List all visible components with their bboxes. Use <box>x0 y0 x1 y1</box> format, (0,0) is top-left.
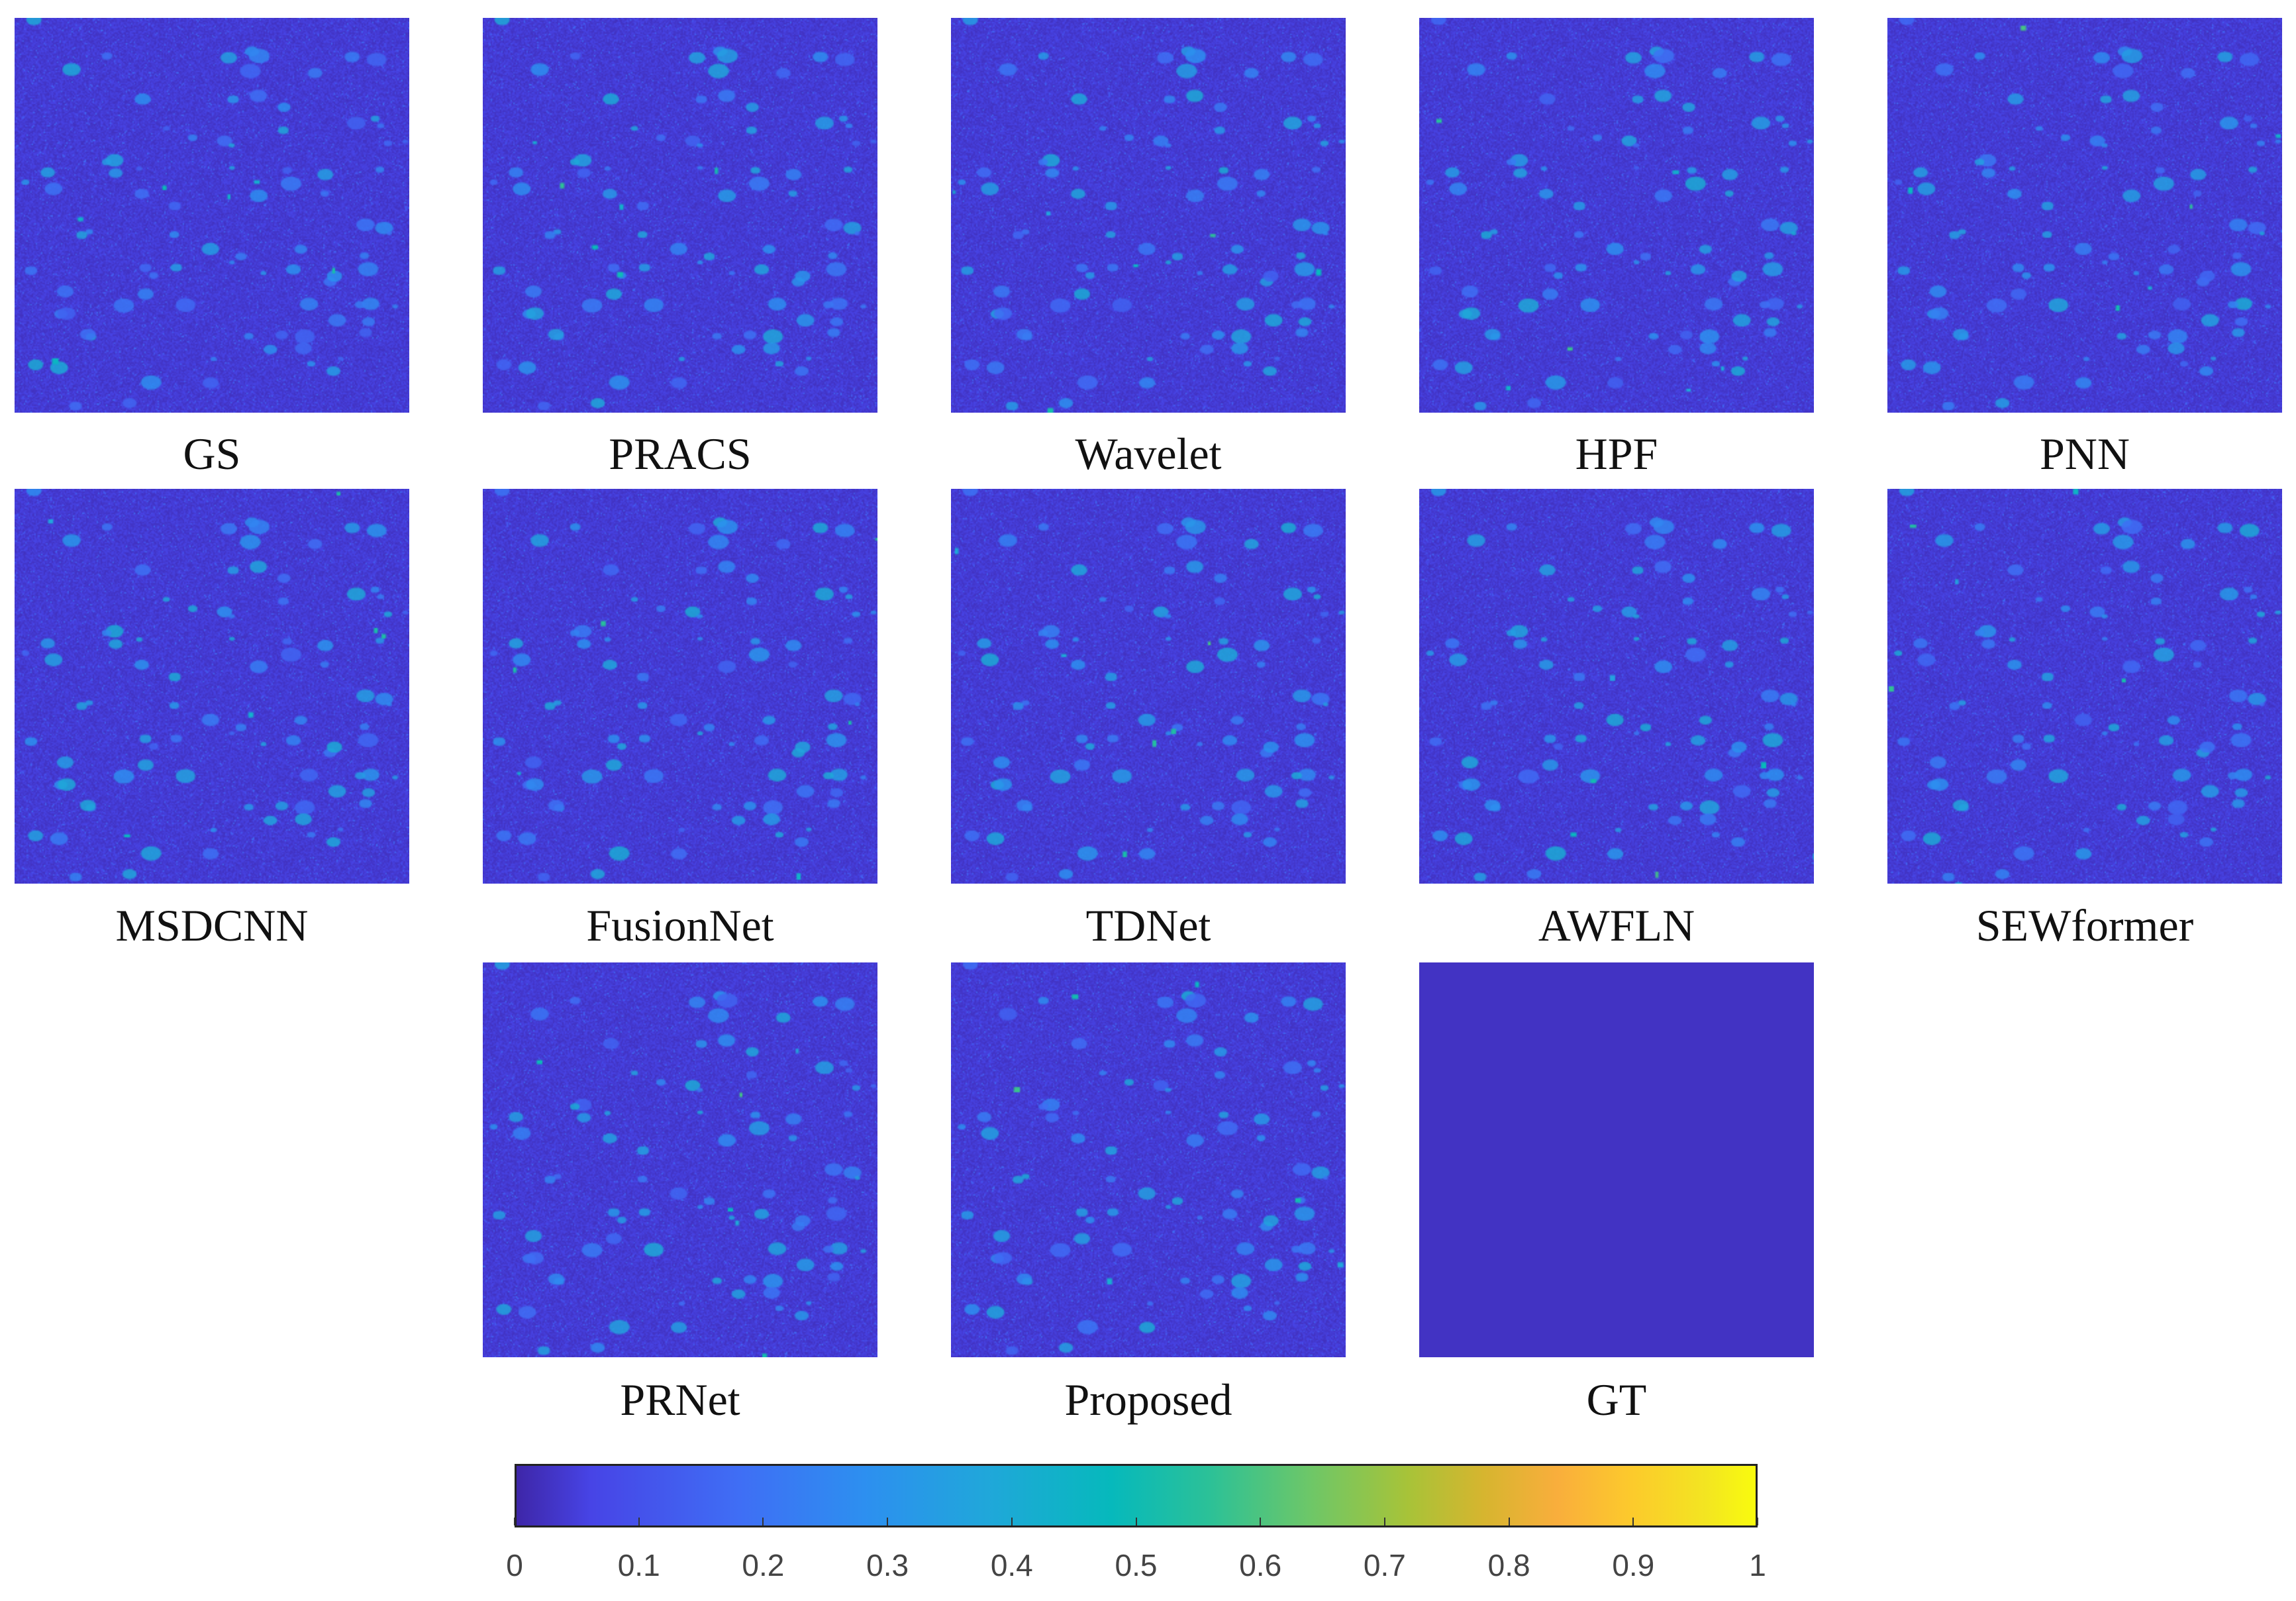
colorbar-tick <box>887 1518 889 1525</box>
colorbar-tick <box>1260 1518 1262 1525</box>
label-gt: GT <box>1586 1374 1647 1425</box>
colorbar-tick-label: 0.1 <box>617 1548 660 1582</box>
colorbar <box>515 1464 1758 1527</box>
label-pnn: PNN <box>2039 429 2130 479</box>
label-prnet: PRNet <box>620 1374 740 1425</box>
colorbar-tick-label: 1 <box>1749 1548 1766 1582</box>
label-msdcnn: MSDCNN <box>115 900 309 951</box>
colorbar-tick <box>762 1518 764 1525</box>
colorbar-tick-label: 0.2 <box>742 1548 785 1582</box>
error-map-wavelet <box>951 18 1346 413</box>
label-gs: GS <box>183 429 241 479</box>
label-proposed: Proposed <box>1064 1374 1232 1425</box>
colorbar-tick-label: 0.9 <box>1612 1548 1655 1582</box>
error-map-proposed <box>951 962 1346 1357</box>
colorbar-tick <box>1011 1518 1013 1525</box>
colorbar-tick <box>638 1518 640 1525</box>
colorbar-tick <box>1632 1518 1634 1525</box>
colorbar-tick <box>1757 1518 1758 1525</box>
label-tdnet: TDNet <box>1085 900 1211 951</box>
colorbar-tick-label: 0.7 <box>1363 1548 1406 1582</box>
colorbar-tick-label: 0.4 <box>990 1548 1033 1582</box>
error-map-gs <box>15 18 409 413</box>
error-map-gt <box>1419 962 1814 1357</box>
label-wavelet: Wavelet <box>1075 429 1222 479</box>
error-map-tdnet <box>951 489 1346 884</box>
error-map-msdcnn <box>15 489 409 884</box>
error-map-hpf <box>1419 18 1814 413</box>
error-map-fusionnet <box>483 489 877 884</box>
colorbar-tick-label: 0 <box>506 1548 523 1582</box>
label-fusionnet: FusionNet <box>586 900 774 951</box>
colorbar-tick <box>1383 1518 1385 1525</box>
colorbar-tick-label: 0.5 <box>1115 1548 1158 1582</box>
colorbar-tick <box>514 1518 515 1525</box>
error-map-sewformer <box>1887 489 2282 884</box>
colorbar-tick-label: 0.8 <box>1487 1548 1530 1582</box>
colorbar-tick <box>1508 1518 1510 1525</box>
label-hpf: HPF <box>1575 429 1658 479</box>
label-sewformer: SEWformer <box>1975 900 2194 951</box>
error-map-pnn <box>1887 18 2282 413</box>
colorbar-tick-label: 0.6 <box>1239 1548 1282 1582</box>
colorbar-tick-label: 0.3 <box>866 1548 909 1582</box>
error-map-pracs <box>483 18 877 413</box>
label-pracs: PRACS <box>609 429 752 479</box>
error-map-awfln <box>1419 489 1814 884</box>
label-awfln: AWFLN <box>1538 900 1695 951</box>
colorbar-tick <box>1135 1518 1137 1525</box>
error-map-prnet <box>483 962 877 1357</box>
